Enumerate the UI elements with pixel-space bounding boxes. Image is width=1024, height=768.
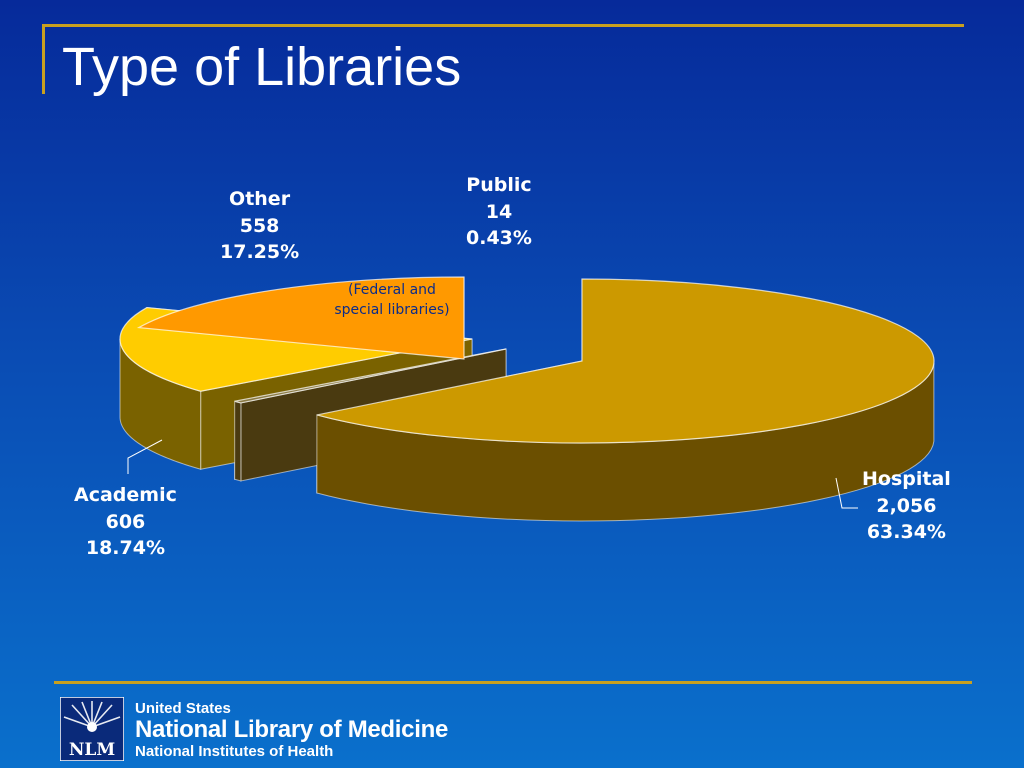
slice-value: 606 — [105, 510, 146, 533]
slice-label-public: Public 14 0.43% — [466, 172, 532, 252]
nlm-logo: NLM — [60, 697, 124, 761]
pie-slice-hospital — [316, 278, 935, 444]
title-rule-top — [42, 24, 964, 27]
pie-chart — [119, 276, 935, 522]
slice-name: Other — [229, 188, 291, 210]
slice-label-other: Other 558 17.25% — [220, 186, 299, 266]
leader-academic — [127, 439, 163, 474]
pie-slice-academic — [136, 276, 465, 360]
slice-label-hospital: Hospital 2,056 63.34% — [862, 466, 951, 546]
slice-name: Public — [466, 174, 532, 196]
title-rule-left — [42, 24, 45, 94]
slice-note-other: (Federal and special libraries) — [334, 282, 450, 319]
pie-slice-public — [234, 348, 507, 404]
pie-tops — [119, 276, 935, 444]
slice-percent: 0.43% — [466, 227, 532, 250]
slice-name: Hospital — [862, 468, 951, 490]
logo-text: NLM — [69, 740, 115, 760]
leader-hospital — [835, 477, 858, 509]
org-line-3: National Institutes of Health — [135, 743, 334, 760]
slice-value: 2,056 — [876, 494, 937, 517]
slice-percent: 63.34% — [866, 521, 946, 544]
org-line-2: National Library of Medicine — [135, 716, 448, 743]
org-line-1: United States — [135, 700, 231, 717]
organization-name: United States National Library of Medici… — [135, 700, 448, 760]
slice-value: 558 — [239, 214, 280, 237]
slice-value: 14 — [485, 200, 513, 223]
label-leader-lines — [127, 439, 858, 509]
page-title: Type of Libraries — [62, 37, 462, 97]
slice-percent: 18.74% — [85, 537, 165, 560]
footer-rule — [54, 681, 972, 684]
slice-label-academic: Academic 606 18.74% — [74, 482, 177, 562]
pie-wall-public — [234, 400, 242, 482]
slice-percent: 17.25% — [220, 241, 300, 264]
slice-name: Academic — [74, 484, 177, 506]
